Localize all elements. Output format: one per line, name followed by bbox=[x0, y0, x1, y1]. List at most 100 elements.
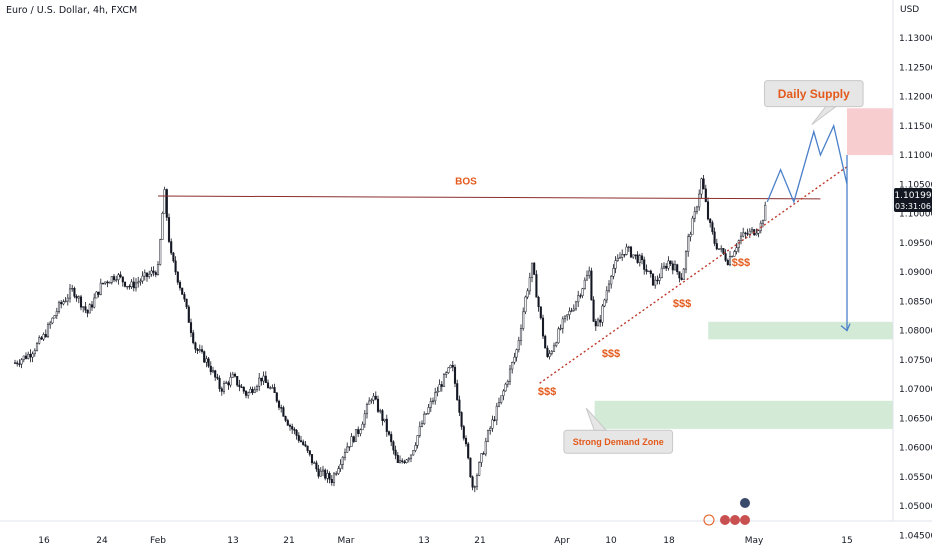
candle-body bbox=[590, 270, 593, 301]
us-flag-icon[interactable] bbox=[730, 515, 740, 525]
candle-body bbox=[68, 288, 72, 299]
candle-body bbox=[755, 232, 758, 236]
candle-body bbox=[132, 281, 135, 289]
candle-body bbox=[728, 256, 732, 266]
event-flag-icon[interactable] bbox=[740, 498, 750, 508]
candle-body bbox=[418, 426, 421, 436]
price-axis[interactable]: 1.13000 1.12500 1.12000 1.11500 1.11000 1.105… bbox=[899, 34, 932, 541]
candle-body bbox=[137, 281, 140, 284]
candle-body bbox=[722, 248, 725, 254]
candle-body bbox=[115, 279, 118, 281]
candle-body bbox=[20, 359, 23, 365]
candle-body bbox=[42, 334, 45, 340]
price-tick-label: 1.10500 bbox=[899, 180, 932, 190]
candle-body bbox=[205, 358, 208, 363]
candle-body bbox=[634, 254, 637, 256]
candle-body bbox=[324, 469, 327, 479]
price-tick-label: 1.09500 bbox=[899, 239, 932, 249]
price-tick-label: 1.08000 bbox=[899, 327, 932, 337]
us-flag-icon[interactable] bbox=[740, 515, 750, 525]
candle-body bbox=[720, 248, 723, 250]
candle-body bbox=[456, 383, 459, 401]
candle-body bbox=[145, 272, 149, 277]
zone-rect bbox=[708, 321, 893, 340]
time-axis[interactable]: 16 24 Feb 13 21 Mar 13 21 Apr 10 18 May 15 bbox=[38, 536, 852, 546]
lightning-event-icon[interactable] bbox=[703, 514, 715, 526]
candle-body bbox=[689, 234, 692, 237]
annotations-layer: BOS $$$ $$$ $$$ $$$ Daily Supply Strong Demand… bbox=[455, 80, 864, 454]
candle-body bbox=[310, 454, 314, 464]
candle-body bbox=[321, 469, 325, 472]
price-tick-label: 1.07500 bbox=[899, 356, 932, 366]
candle-body bbox=[365, 403, 369, 415]
candle-body bbox=[585, 275, 589, 281]
candle-body bbox=[486, 430, 490, 442]
candle-body bbox=[337, 468, 340, 474]
candle-body bbox=[588, 270, 591, 276]
us-flag-icon[interactable] bbox=[720, 515, 730, 525]
candle-body bbox=[88, 304, 91, 314]
candle-body bbox=[330, 479, 333, 484]
candle-body bbox=[332, 473, 336, 484]
candle-body bbox=[394, 449, 397, 456]
candle-body bbox=[231, 373, 234, 378]
candle-body bbox=[178, 282, 182, 289]
candle-body bbox=[739, 235, 743, 241]
candle-body bbox=[229, 377, 232, 386]
candle-body bbox=[724, 253, 727, 261]
candle-body bbox=[374, 395, 377, 400]
candle-body bbox=[251, 388, 254, 393]
candle-body bbox=[385, 418, 388, 432]
candle-body bbox=[761, 220, 765, 224]
candle-body bbox=[519, 328, 523, 341]
callout-box bbox=[763, 80, 864, 108]
time-tick-label: 24 bbox=[96, 536, 108, 546]
candle-body bbox=[475, 475, 479, 487]
candle-body bbox=[431, 400, 435, 402]
candle-body bbox=[266, 382, 270, 389]
candle-body bbox=[550, 350, 553, 354]
candle-body bbox=[247, 392, 250, 396]
time-tick-label: Feb bbox=[150, 536, 166, 546]
candle-body bbox=[711, 222, 714, 233]
candle-body bbox=[493, 419, 496, 421]
candle-body bbox=[335, 473, 338, 475]
candle-body bbox=[623, 254, 626, 256]
event-icons[interactable] bbox=[703, 498, 750, 526]
candle-body bbox=[522, 311, 525, 329]
annotation-label: BOS bbox=[455, 176, 477, 187]
candle-body bbox=[240, 386, 243, 388]
candle-body bbox=[621, 254, 624, 258]
zones-layer bbox=[594, 108, 893, 429]
countdown-value: 03:31:06 bbox=[895, 202, 931, 211]
candle-body bbox=[57, 302, 61, 312]
time-tick-label: 15 bbox=[841, 536, 852, 546]
candle-body bbox=[750, 229, 754, 232]
candle-body bbox=[502, 390, 505, 397]
candle-body bbox=[423, 413, 426, 424]
candle-body bbox=[66, 297, 69, 302]
candle-body bbox=[744, 232, 747, 234]
candle-body bbox=[460, 412, 463, 427]
time-tick-label: May bbox=[745, 536, 764, 546]
candle-body bbox=[464, 438, 468, 445]
price-tick-label: 1.04500 bbox=[899, 531, 932, 541]
candle-body bbox=[555, 342, 558, 347]
callout-label: Daily Supply bbox=[778, 87, 850, 101]
candle-body bbox=[271, 387, 274, 389]
currency-label: USD bbox=[900, 5, 919, 15]
candle-body bbox=[579, 295, 582, 297]
candle-body bbox=[249, 388, 252, 394]
candle-body bbox=[156, 264, 160, 275]
candle-body bbox=[222, 383, 226, 392]
candle-body bbox=[176, 271, 179, 283]
candle-body bbox=[134, 282, 138, 289]
candle-body bbox=[363, 413, 366, 425]
candle-body bbox=[684, 251, 688, 270]
candle-body bbox=[326, 473, 329, 479]
price-tick-label: 1.08500 bbox=[899, 297, 932, 307]
price-axis-panel[interactable] bbox=[893, 0, 932, 550]
candle-body bbox=[280, 407, 283, 409]
candle-body bbox=[143, 272, 146, 277]
